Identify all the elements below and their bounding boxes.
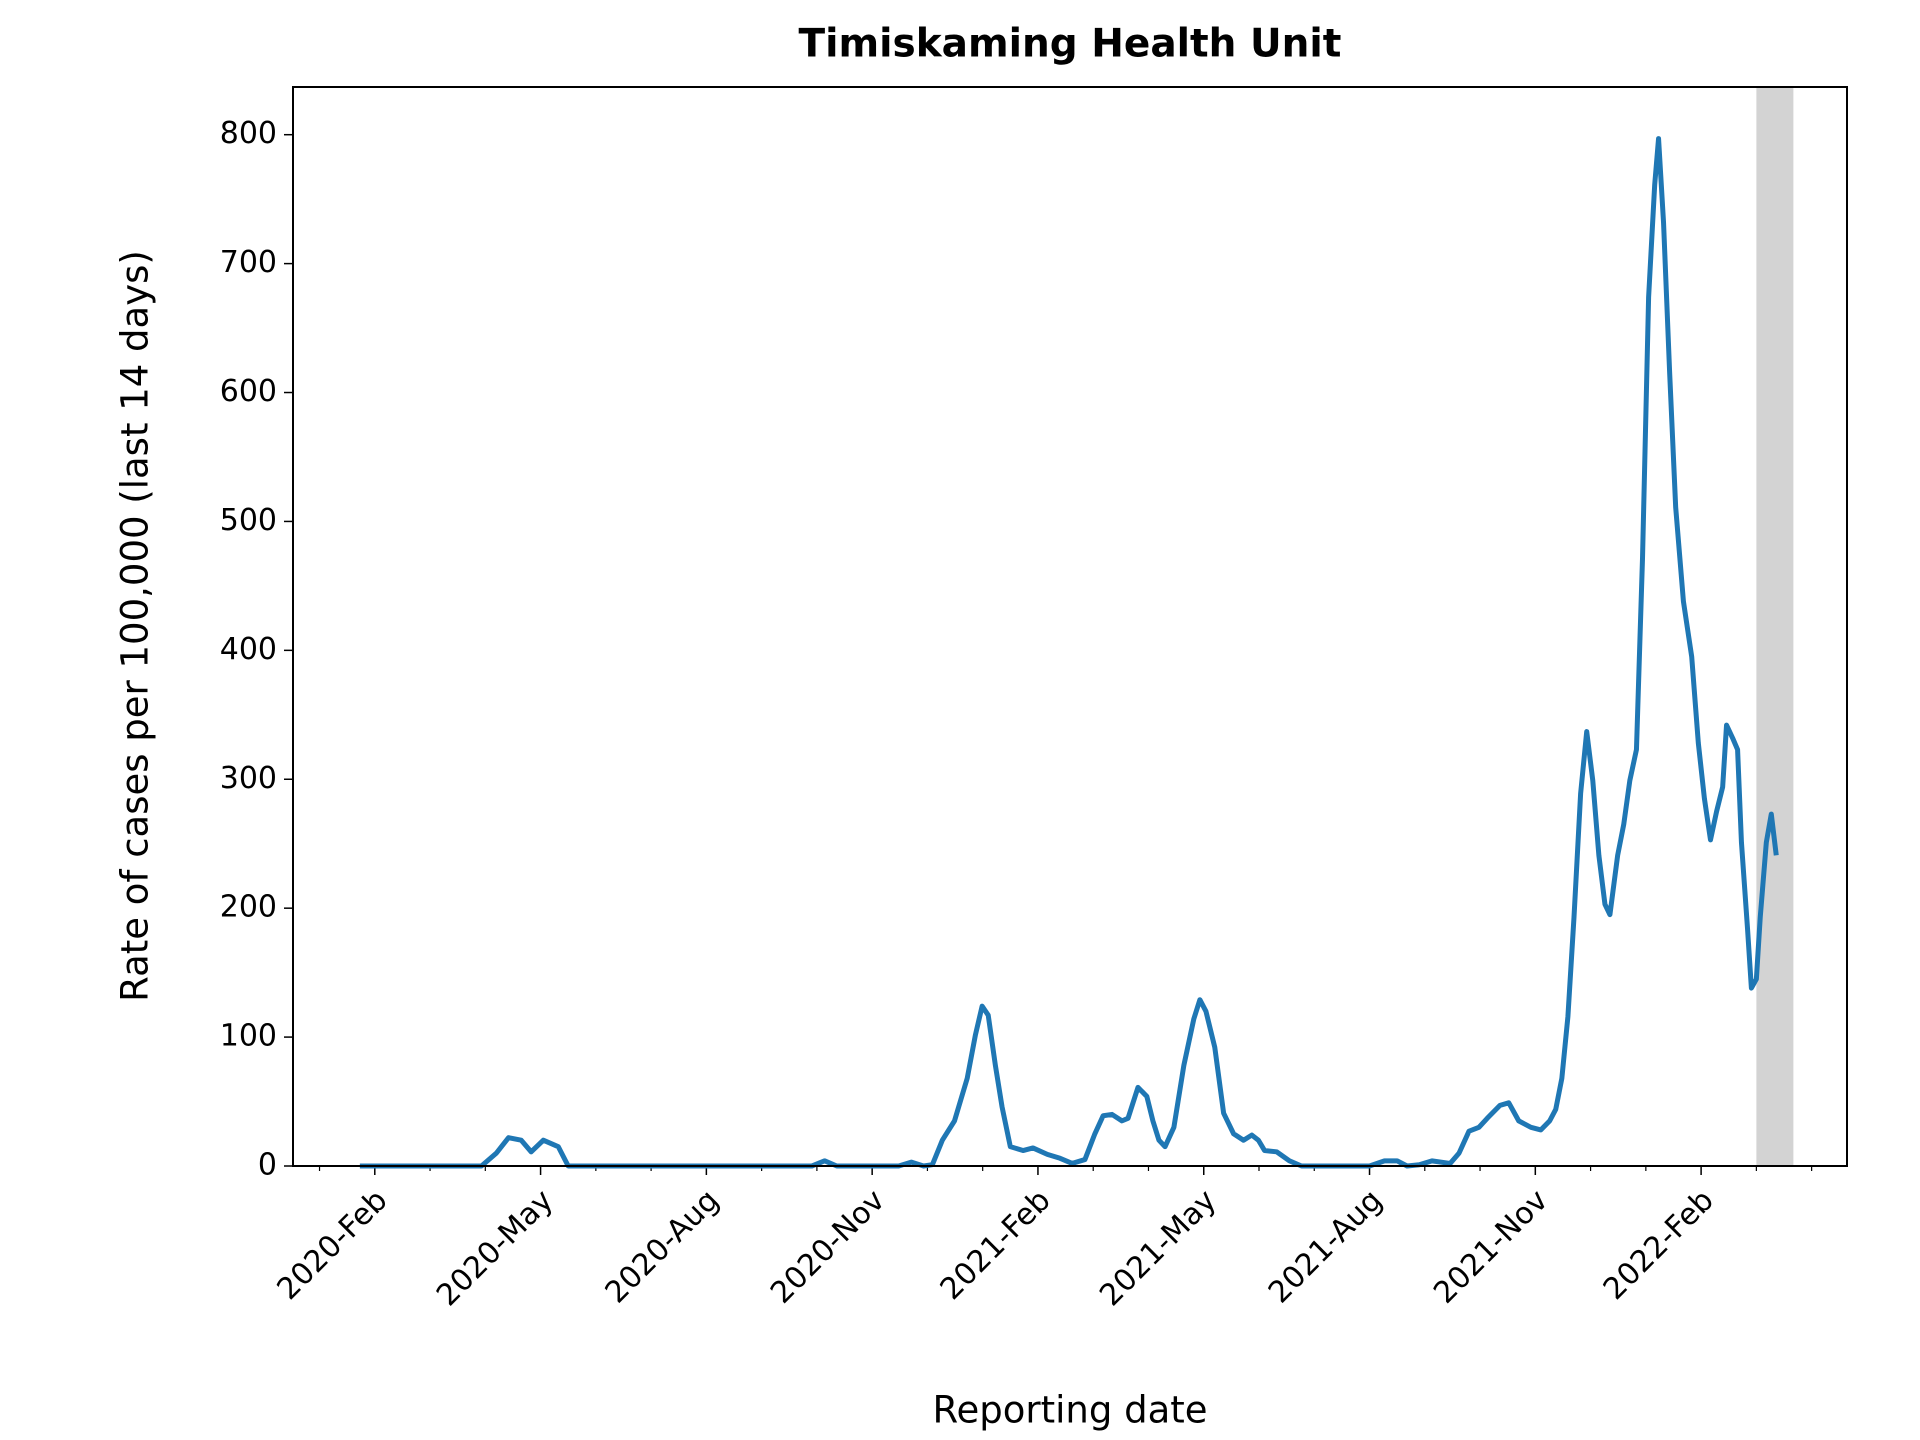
- x-tick-label: 2021-Nov: [1427, 1183, 1555, 1311]
- y-tick-label: 100: [220, 1019, 277, 1054]
- x-axis-label: Reporting date: [932, 1389, 1207, 1432]
- y-tick-label: 700: [220, 245, 277, 280]
- y-tick-label: 200: [220, 890, 277, 925]
- x-tick-label: 2020-Feb: [271, 1183, 395, 1307]
- x-tick-label: 2020-Nov: [764, 1183, 892, 1311]
- chart-title: Timiskaming Health Unit: [799, 22, 1342, 67]
- x-tick-label: 2022-Feb: [1597, 1183, 1721, 1307]
- y-tick-label: 0: [258, 1148, 277, 1183]
- x-tick-label: 2021-May: [1093, 1183, 1223, 1313]
- plot-frame: [292, 86, 1848, 1167]
- shaded-span: [1756, 87, 1794, 1166]
- y-tick-label: 500: [220, 503, 277, 538]
- y-axis-label: Rate of cases per 100,000 (last 14 days): [114, 250, 157, 1002]
- x-tick-label: 2021-Feb: [934, 1183, 1058, 1307]
- y-tick-label: 300: [220, 761, 277, 796]
- data-line: [359, 136, 1779, 1169]
- y-tick-label: 400: [220, 632, 277, 667]
- y-tick-label: 600: [220, 374, 277, 409]
- x-tick-label: 2020-Aug: [599, 1183, 726, 1310]
- x-tick-label: 2021-Aug: [1262, 1183, 1389, 1310]
- y-tick-label: 800: [220, 116, 277, 151]
- x-tick-label: 2020-May: [430, 1183, 560, 1313]
